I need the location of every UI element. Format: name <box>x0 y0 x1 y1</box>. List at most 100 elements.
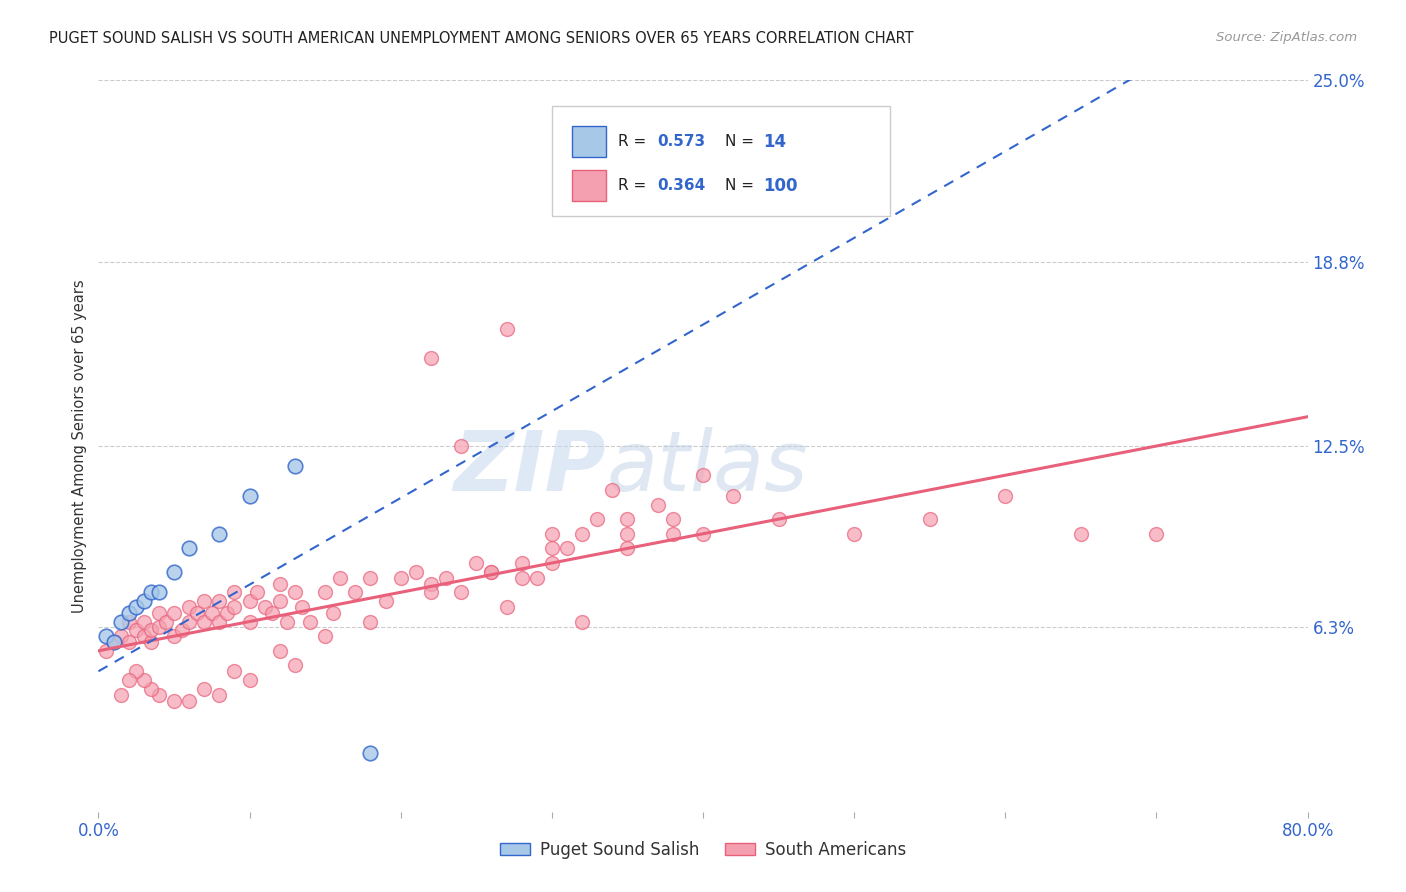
Point <box>555 541 578 556</box>
Point <box>148 688 170 702</box>
Point <box>118 606 141 620</box>
Point <box>602 483 624 497</box>
Point <box>193 681 215 696</box>
Point <box>571 526 593 541</box>
Point <box>132 594 155 608</box>
Point <box>103 635 125 649</box>
Point <box>141 681 163 696</box>
Point <box>662 512 685 526</box>
Point <box>768 512 790 526</box>
Point <box>510 571 533 585</box>
Point <box>208 688 231 702</box>
Point <box>215 606 238 620</box>
Point <box>1144 526 1167 541</box>
Point <box>163 693 186 707</box>
Point <box>110 615 132 629</box>
Point <box>692 526 714 541</box>
Point <box>276 615 298 629</box>
Point <box>844 526 866 541</box>
Point <box>118 673 141 687</box>
Point <box>155 615 177 629</box>
Point <box>284 585 307 599</box>
Point <box>239 673 262 687</box>
Text: atlas: atlas <box>606 427 808 508</box>
Point <box>262 606 284 620</box>
Point <box>284 459 307 474</box>
FancyBboxPatch shape <box>553 106 890 216</box>
Point <box>94 629 117 643</box>
Point <box>163 606 186 620</box>
Point <box>692 468 714 483</box>
Point <box>163 565 186 579</box>
Point <box>450 585 472 599</box>
Point <box>994 489 1017 503</box>
Point <box>291 599 314 614</box>
Point <box>208 615 231 629</box>
Point <box>495 599 517 614</box>
Point <box>797 132 820 146</box>
Point <box>110 688 132 702</box>
Point <box>224 599 246 614</box>
Text: N =: N = <box>724 134 759 149</box>
Point <box>360 571 382 585</box>
Text: Source: ZipAtlas.com: Source: ZipAtlas.com <box>1216 31 1357 45</box>
Point <box>201 606 224 620</box>
Text: 0.364: 0.364 <box>657 178 706 193</box>
Point <box>918 512 941 526</box>
Point <box>110 629 132 643</box>
Bar <box>572 170 606 201</box>
Point <box>616 512 638 526</box>
Point <box>179 615 201 629</box>
Legend: Puget Sound Salish, South Americans: Puget Sound Salish, South Americans <box>494 834 912 865</box>
Point <box>141 624 163 638</box>
Point <box>526 571 548 585</box>
Point <box>163 629 186 643</box>
Point <box>329 571 352 585</box>
Point <box>662 526 685 541</box>
Point <box>118 615 141 629</box>
Point <box>420 585 443 599</box>
Point <box>269 594 291 608</box>
Point <box>540 526 562 541</box>
Point <box>239 615 262 629</box>
Point <box>224 665 246 679</box>
Point <box>239 489 262 503</box>
Point <box>647 498 669 512</box>
Point <box>148 606 170 620</box>
Point <box>253 599 276 614</box>
Point <box>420 351 443 366</box>
Text: 14: 14 <box>763 133 786 151</box>
Point <box>616 541 638 556</box>
Point <box>360 746 382 760</box>
Point <box>186 606 208 620</box>
Text: N =: N = <box>724 178 759 193</box>
Point <box>179 541 201 556</box>
Point <box>269 576 291 591</box>
Point <box>246 585 269 599</box>
Point <box>616 526 638 541</box>
Point <box>148 620 170 634</box>
Point <box>94 644 117 658</box>
Point <box>141 585 163 599</box>
Text: 100: 100 <box>763 177 799 194</box>
Point <box>132 629 155 643</box>
Point <box>540 556 562 570</box>
Text: ZIP: ZIP <box>454 427 606 508</box>
Point <box>1070 526 1092 541</box>
Point <box>405 565 427 579</box>
Point <box>269 644 291 658</box>
Y-axis label: Unemployment Among Seniors over 65 years: Unemployment Among Seniors over 65 years <box>72 279 87 613</box>
Point <box>179 693 201 707</box>
Bar <box>572 127 606 157</box>
Point <box>571 615 593 629</box>
Point <box>540 541 562 556</box>
Point <box>723 489 745 503</box>
Point <box>132 673 155 687</box>
Text: R =: R = <box>619 178 651 193</box>
Point <box>208 594 231 608</box>
Text: PUGET SOUND SALISH VS SOUTH AMERICAN UNEMPLOYMENT AMONG SENIORS OVER 65 YEARS CO: PUGET SOUND SALISH VS SOUTH AMERICAN UNE… <box>49 31 914 46</box>
Point <box>118 635 141 649</box>
Point <box>125 624 148 638</box>
Point <box>179 599 201 614</box>
Point <box>389 571 412 585</box>
